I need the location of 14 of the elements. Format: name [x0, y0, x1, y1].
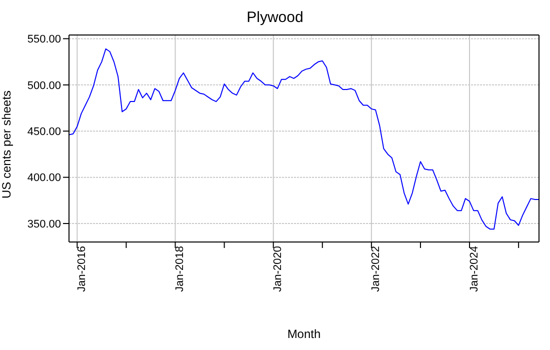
x-tick-label: Jan-2016 [76, 246, 88, 292]
x-tick-label: Jan-2020 [272, 246, 284, 292]
y-tick-label: 500.00 [27, 80, 61, 92]
x-tick-label: Jan-2024 [468, 246, 480, 292]
x-tick-label: Jan-2018 [174, 246, 186, 292]
y-tick-label: 550.00 [27, 34, 61, 46]
y-axis-title: US cents per sheets [0, 90, 14, 198]
x-tick-label: Jan-2022 [370, 246, 382, 292]
line-series [69, 48, 539, 230]
x-axis-title: Month [287, 327, 321, 341]
y-tick-label: 350.00 [27, 218, 61, 230]
chart-title: Plywood [246, 8, 304, 28]
y-tick-label: 450.00 [27, 126, 61, 138]
y-tick-label: 400.00 [27, 172, 61, 184]
